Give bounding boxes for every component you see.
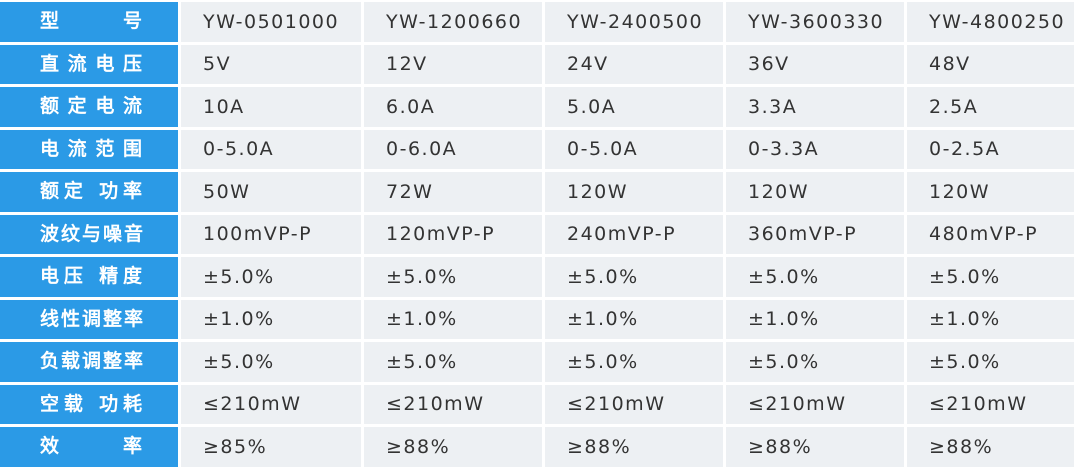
table-cell: ±5.0%: [181, 342, 361, 382]
table-cell: ±5.0%: [907, 342, 1074, 382]
table-cell: ±5.0%: [364, 342, 542, 382]
table-cell: ≥88%: [907, 427, 1074, 467]
table-cell: ±5.0%: [545, 257, 723, 297]
table-cell: 2.5A: [907, 87, 1074, 127]
table-cell: YW-0501000: [181, 2, 361, 42]
row-header: 直流电压: [0, 44, 178, 84]
table-cell: YW-4800250: [907, 2, 1074, 42]
table-cell: ±1.0%: [364, 299, 542, 339]
row-header: 电流范围: [0, 129, 178, 169]
table-cell: 120W: [907, 172, 1074, 212]
table-cell: YW-2400500: [545, 2, 723, 42]
table-cell: ±1.0%: [726, 299, 904, 339]
table-cell: 0-5.0A: [545, 129, 723, 169]
row-header: 效 率: [0, 427, 178, 467]
table-cell: 0-6.0A: [364, 129, 542, 169]
table-cell: ≥88%: [726, 427, 904, 467]
table-cell: ±5.0%: [364, 257, 542, 297]
table-cell: 120mVP-P: [364, 214, 542, 254]
table-cell: 72W: [364, 172, 542, 212]
row-header: 型 号: [0, 2, 178, 42]
table-cell: 120W: [545, 172, 723, 212]
table-cell: ±1.0%: [907, 299, 1074, 339]
table-cell: 480mVP-P: [907, 214, 1074, 254]
table-cell: 360mVP-P: [726, 214, 904, 254]
row-header: 线性调整率: [0, 299, 178, 339]
table-cell: ±5.0%: [181, 257, 361, 297]
table-cell: 100mVP-P: [181, 214, 361, 254]
table-cell: 50W: [181, 172, 361, 212]
table-cell: 10A: [181, 87, 361, 127]
table-cell: ≤210mW: [726, 384, 904, 424]
table-cell: ±5.0%: [726, 342, 904, 382]
table-cell: ≤210mW: [181, 384, 361, 424]
table-cell: ±5.0%: [545, 342, 723, 382]
table-cell: 0-5.0A: [181, 129, 361, 169]
row-header: 波纹与噪音: [0, 214, 178, 254]
table-cell: ≥88%: [545, 427, 723, 467]
table-cell: 48V: [907, 44, 1074, 84]
table-cell: YW-3600330: [726, 2, 904, 42]
table-cell: 120W: [726, 172, 904, 212]
table-cell: ±5.0%: [907, 257, 1074, 297]
table-cell: 3.3A: [726, 87, 904, 127]
table-cell: 36V: [726, 44, 904, 84]
table-cell: ±1.0%: [181, 299, 361, 339]
table-cell: 6.0A: [364, 87, 542, 127]
row-header: 空载 功耗: [0, 384, 178, 424]
table-cell: ≥88%: [364, 427, 542, 467]
row-header: 额定电流: [0, 87, 178, 127]
row-header: 电压 精度: [0, 257, 178, 297]
table-cell: 12V: [364, 44, 542, 84]
table-cell: 5.0A: [545, 87, 723, 127]
table-cell: 0-3.3A: [726, 129, 904, 169]
table-cell: ≤210mW: [364, 384, 542, 424]
table-cell: YW-1200660: [364, 2, 542, 42]
table-cell: 0-2.5A: [907, 129, 1074, 169]
table-cell: 5V: [181, 44, 361, 84]
table-cell: 24V: [545, 44, 723, 84]
table-cell: ≥85%: [181, 427, 361, 467]
table-cell: ±1.0%: [545, 299, 723, 339]
table-cell: 240mVP-P: [545, 214, 723, 254]
table-cell: ≤210mW: [545, 384, 723, 424]
row-header: 额定 功率: [0, 172, 178, 212]
table-cell: ≤210mW: [907, 384, 1074, 424]
row-header: 负载调整率: [0, 342, 178, 382]
table-cell: ±5.0%: [726, 257, 904, 297]
